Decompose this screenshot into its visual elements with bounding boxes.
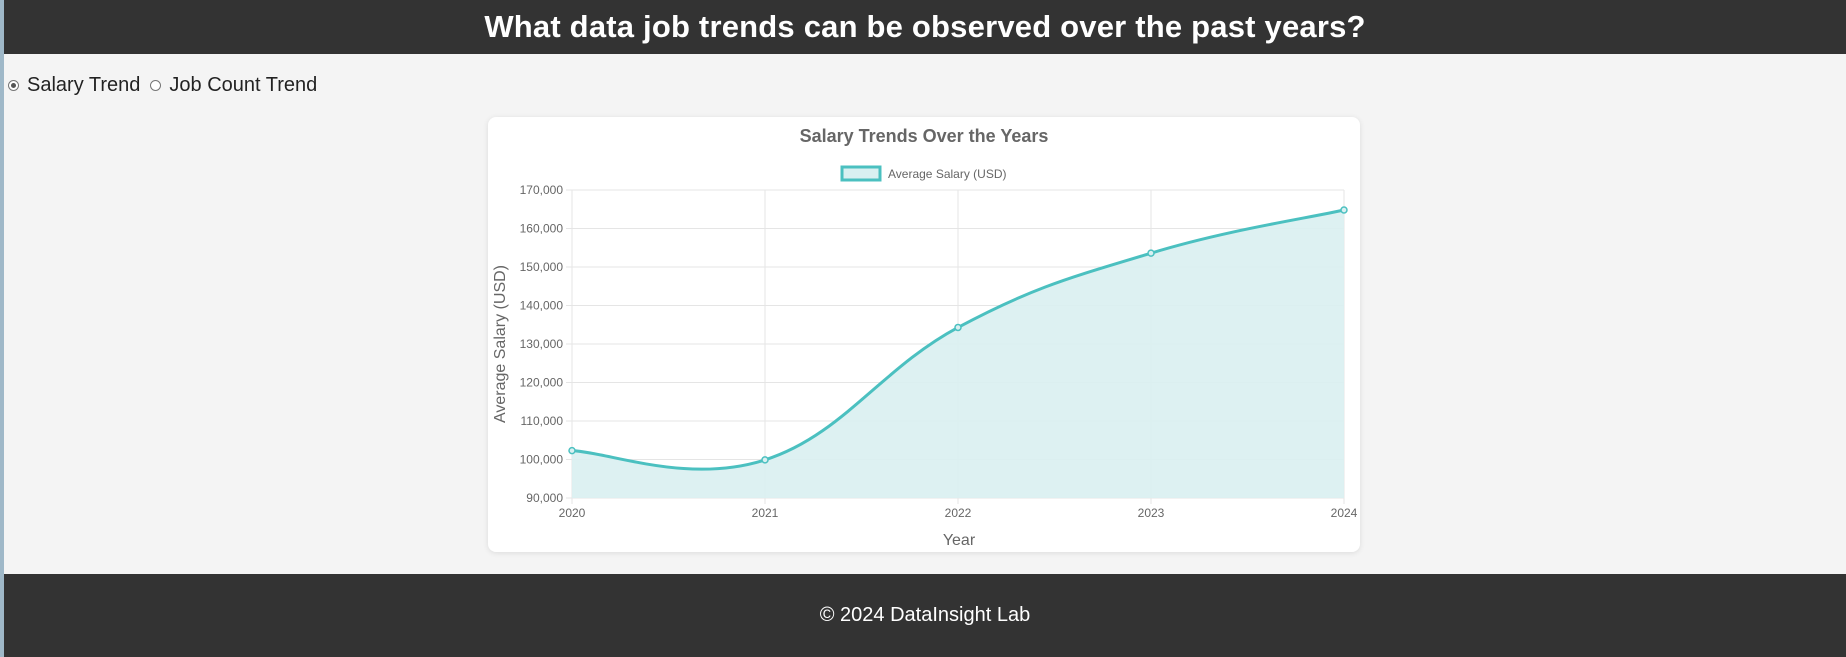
page-header: What data job trends can be observed ove…	[4, 0, 1846, 54]
chart-card: Salary Trends Over the Years Average Sal…	[488, 117, 1360, 552]
legend-label: Average Salary (USD)	[888, 167, 1007, 181]
trend-toggle: Salary Trend Job Count Trend	[8, 72, 327, 98]
x-axis-ticks: 2020 2021 2022 2023 2024	[559, 506, 1358, 520]
x-tick-label: 2022	[945, 506, 972, 520]
footer-copyright: © 2024 DataInsight Lab	[819, 604, 1031, 626]
x-tick-label: 2023	[1138, 506, 1165, 520]
salary-trend-radio[interactable]	[8, 79, 19, 91]
job-count-trend-label: Job Count Trend	[169, 73, 318, 96]
y-tick-label: 170,000	[520, 183, 564, 197]
y-tick-label: 110,000	[521, 414, 564, 428]
x-tick-label: 2024	[1331, 506, 1358, 520]
salary-trend-option[interactable]: Salary Trend	[8, 74, 140, 97]
y-tick-label: 150,000	[520, 260, 564, 274]
y-tick-label: 90,000	[526, 491, 563, 505]
x-tick-label: 2021	[752, 506, 779, 520]
chart-title: Salary Trends Over the Years	[800, 126, 1049, 146]
x-tick-label: 2020	[559, 506, 586, 520]
job-count-trend-option[interactable]: Job Count Trend	[150, 74, 317, 97]
salary-data-point[interactable]	[1340, 206, 1348, 214]
salary-trend-label: Salary Trend	[27, 73, 141, 96]
chart-point-layer	[568, 206, 1348, 464]
y-tick-label: 160,000	[520, 222, 564, 236]
y-tick-label: 100,000	[520, 453, 564, 467]
job-count-trend-radio[interactable]	[150, 79, 162, 91]
legend-swatch	[840, 165, 882, 182]
page-left-edge	[0, 0, 4, 657]
salary-data-point[interactable]	[1147, 249, 1155, 257]
y-tick-label: 130,000	[520, 337, 564, 351]
page-footer: © 2024 DataInsight Lab	[4, 574, 1846, 657]
y-tick-label: 120,000	[520, 376, 564, 390]
salary-area-fill	[572, 210, 1344, 498]
salary-data-point[interactable]	[761, 456, 769, 464]
y-axis-ticks: 90,000 100,000 110,000 120,000 130,000 140,00…	[520, 183, 564, 505]
y-tick-label: 140,000	[520, 299, 564, 313]
salary-data-point[interactable]	[568, 446, 576, 455]
salary-data-point[interactable]	[954, 323, 962, 332]
salary-chart: Salary Trends Over the Years Average Sal…	[492, 126, 1358, 549]
page-title: What data job trends can be observed ove…	[484, 9, 1366, 44]
y-axis-title: Average Salary (USD)	[492, 265, 509, 423]
chart-legend[interactable]: Average Salary (USD)	[840, 165, 1007, 182]
chart-area-layer	[572, 210, 1344, 498]
x-axis-title: Year	[943, 532, 976, 549]
